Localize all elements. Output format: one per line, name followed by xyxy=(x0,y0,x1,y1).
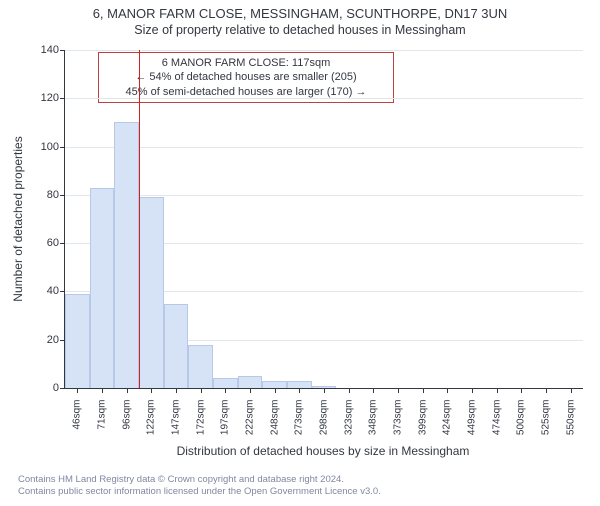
xtick-label: 273sqm xyxy=(294,400,305,436)
xtick-label: 172sqm xyxy=(195,400,206,436)
ytick-label: 100 xyxy=(29,141,59,153)
xtick-mark xyxy=(472,388,473,393)
chart-title: 6, MANOR FARM CLOSE, MESSINGHAM, SCUNTHO… xyxy=(0,6,600,21)
footer-line-1: Contains HM Land Registry data © Crown c… xyxy=(18,474,381,486)
xtick-label: 323sqm xyxy=(343,400,354,436)
xtick-label: 373sqm xyxy=(393,400,404,436)
gridline xyxy=(65,147,583,148)
ytick-mark xyxy=(60,291,65,292)
xtick-mark xyxy=(546,388,547,393)
marker-line xyxy=(139,50,140,388)
xtick-mark xyxy=(151,388,152,393)
footer-attribution: Contains HM Land Registry data © Crown c… xyxy=(18,474,381,499)
ytick-mark xyxy=(60,98,65,99)
ytick-label: 20 xyxy=(29,334,59,346)
xtick-mark xyxy=(447,388,448,393)
histogram-bar xyxy=(262,381,287,388)
xtick-label: 500sqm xyxy=(516,400,527,436)
xtick-label: 71sqm xyxy=(97,400,108,430)
xtick-mark xyxy=(299,388,300,393)
xtick-label: 122sqm xyxy=(146,400,157,436)
xtick-mark xyxy=(423,388,424,393)
chart-plot-area: 02040608010012014046sqm71sqm96sqm122sqm1… xyxy=(64,50,583,389)
xtick-mark xyxy=(201,388,202,393)
xtick-label: 474sqm xyxy=(491,400,502,436)
xtick-label: 197sqm xyxy=(220,400,231,436)
histogram-bar xyxy=(65,294,90,388)
x-axis-label: Distribution of detached houses by size … xyxy=(64,444,582,458)
xtick-mark xyxy=(349,388,350,393)
xtick-label: 46sqm xyxy=(72,400,83,430)
xtick-label: 449sqm xyxy=(467,400,478,436)
histogram-bar xyxy=(164,304,189,389)
ytick-mark xyxy=(60,243,65,244)
ytick-label: 60 xyxy=(29,237,59,249)
xtick-mark xyxy=(176,388,177,393)
y-axis-label: Number of detached properties xyxy=(11,136,25,301)
xtick-mark xyxy=(324,388,325,393)
xtick-mark xyxy=(250,388,251,393)
xtick-label: 550sqm xyxy=(565,400,576,436)
xtick-label: 248sqm xyxy=(269,400,280,436)
xtick-label: 96sqm xyxy=(121,400,132,430)
ytick-label: 80 xyxy=(29,189,59,201)
xtick-mark xyxy=(77,388,78,393)
xtick-mark xyxy=(521,388,522,393)
gridline xyxy=(65,50,583,51)
xtick-mark xyxy=(373,388,374,393)
histogram-bar xyxy=(114,122,139,388)
xtick-mark xyxy=(497,388,498,393)
xtick-mark xyxy=(127,388,128,393)
xtick-label: 348sqm xyxy=(368,400,379,436)
xtick-label: 147sqm xyxy=(171,400,182,436)
histogram-bar xyxy=(213,378,238,388)
footer-line-2: Contains public sector information licen… xyxy=(18,486,381,498)
xtick-label: 399sqm xyxy=(417,400,428,436)
histogram-bar xyxy=(287,381,312,388)
ytick-label: 140 xyxy=(29,44,59,56)
ytick-mark xyxy=(60,50,65,51)
histogram-bar xyxy=(238,376,263,388)
histogram-bar xyxy=(188,345,213,388)
gridline xyxy=(65,98,583,99)
xtick-label: 298sqm xyxy=(319,400,330,436)
ytick-mark xyxy=(60,147,65,148)
ytick-label: 40 xyxy=(29,285,59,297)
xtick-mark xyxy=(275,388,276,393)
chart-subtitle: Size of property relative to detached ho… xyxy=(0,23,600,37)
xtick-label: 424sqm xyxy=(442,400,453,436)
ytick-label: 120 xyxy=(29,92,59,104)
histogram-bar xyxy=(139,197,164,388)
xtick-mark xyxy=(398,388,399,393)
xtick-label: 525sqm xyxy=(541,400,552,436)
gridline xyxy=(65,195,583,196)
xtick-label: 222sqm xyxy=(245,400,256,436)
ytick-mark xyxy=(60,388,65,389)
xtick-mark xyxy=(102,388,103,393)
xtick-mark xyxy=(571,388,572,393)
ytick-label: 0 xyxy=(29,382,59,394)
ytick-mark xyxy=(60,195,65,196)
xtick-mark xyxy=(225,388,226,393)
histogram-bar xyxy=(90,188,115,388)
